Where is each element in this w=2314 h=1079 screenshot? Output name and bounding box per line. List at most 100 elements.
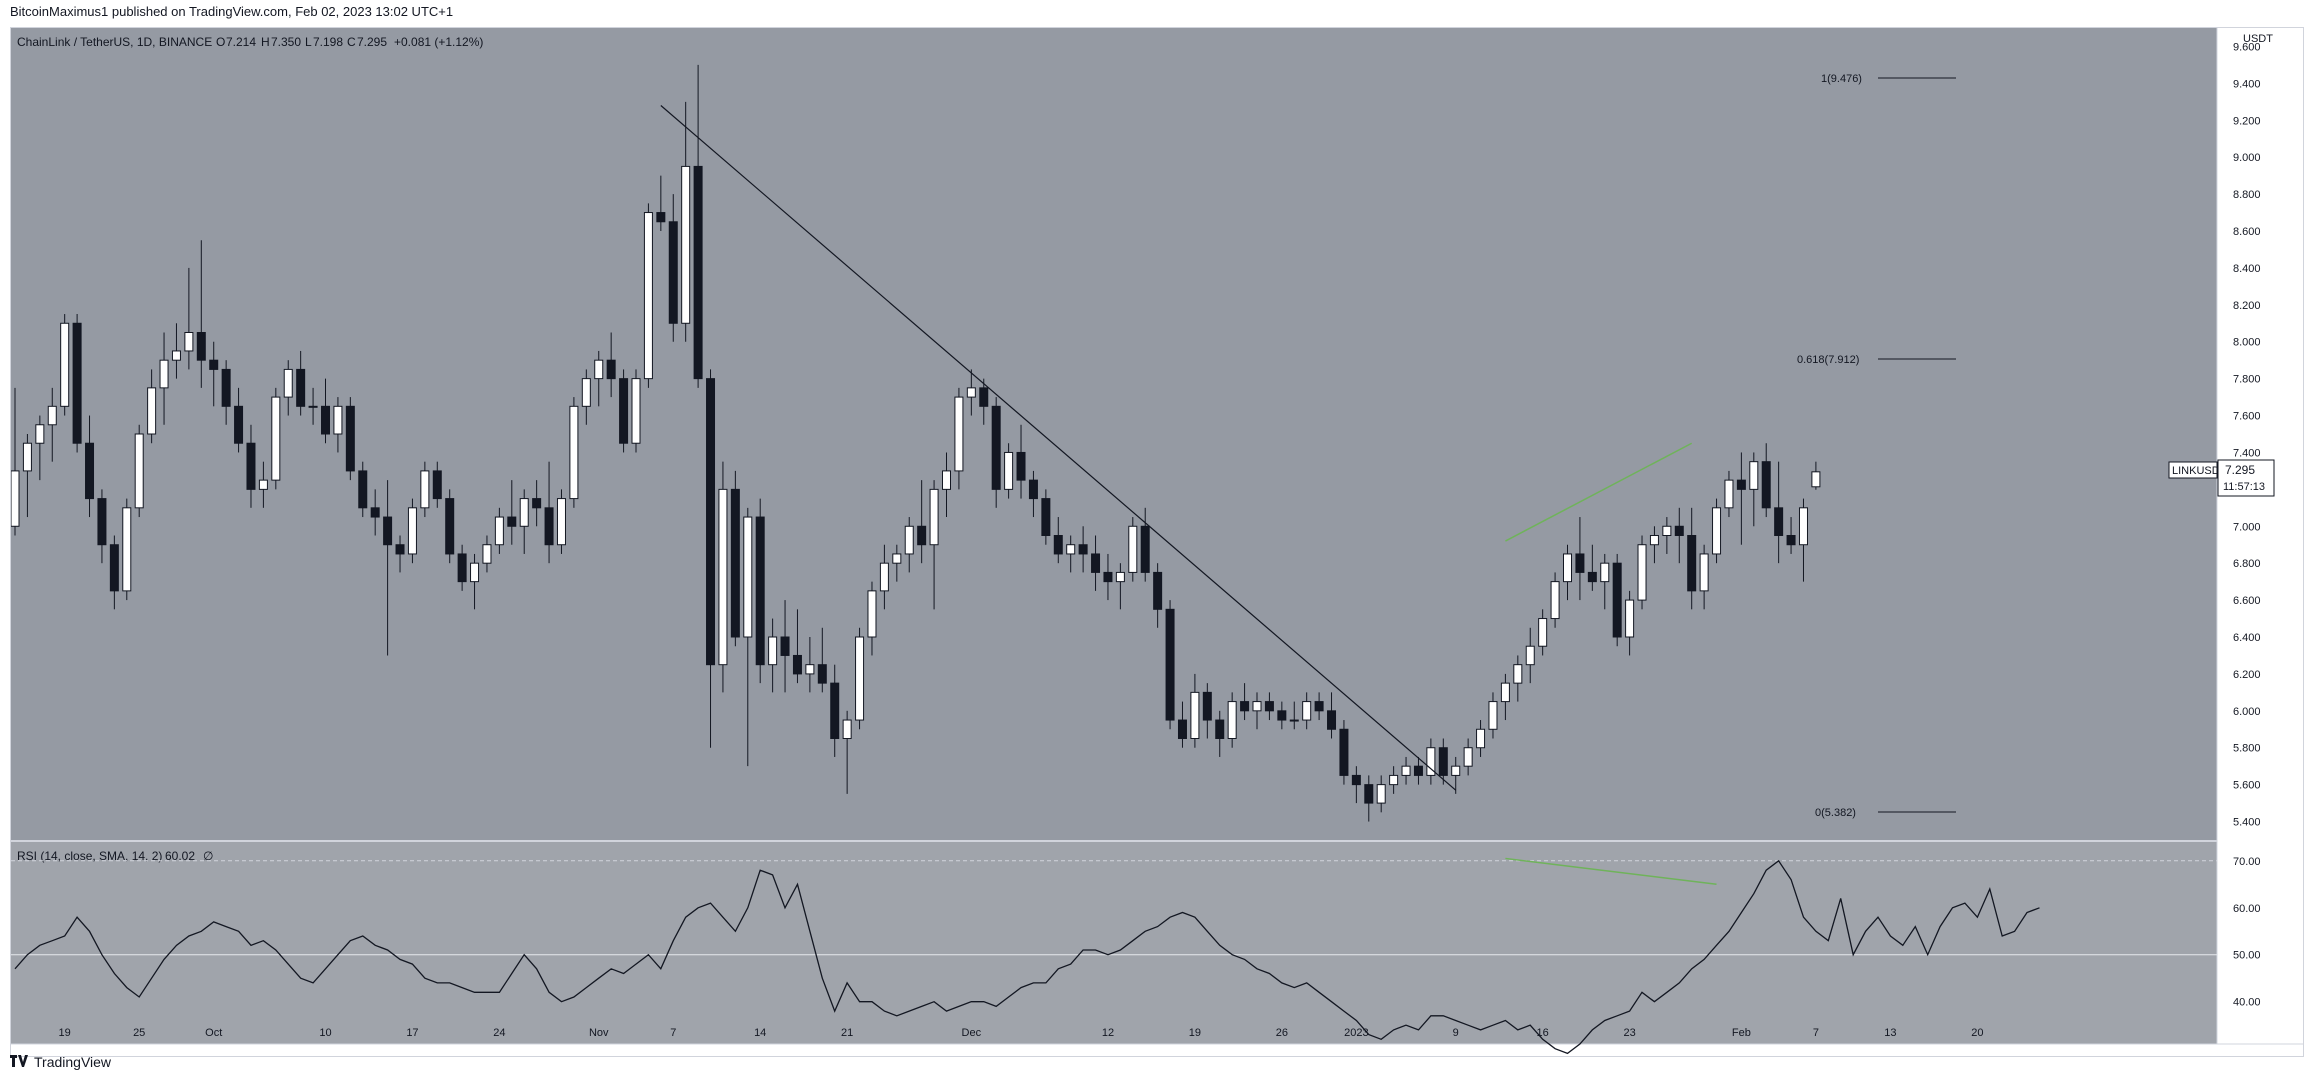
candle[interactable] [929,480,939,610]
candle[interactable] [780,600,790,693]
candle[interactable] [1786,517,1796,554]
candle[interactable] [1587,544,1597,591]
candle[interactable] [420,461,430,518]
candle[interactable] [668,194,678,342]
candle[interactable] [60,314,70,416]
candle[interactable] [1091,535,1101,591]
candle[interactable] [1041,489,1051,545]
candle[interactable] [22,434,32,518]
candle[interactable] [1376,775,1386,813]
candle[interactable] [221,360,231,425]
candle[interactable] [122,498,132,601]
candle[interactable] [1153,563,1163,628]
price-chart[interactable]: ChainLink / TetherUS, 1D, BINANCE O 7.21… [10,28,2303,1056]
candle[interactable] [308,387,318,425]
candle[interactable] [109,535,119,610]
candle[interactable] [730,470,740,647]
candle[interactable] [842,710,852,794]
candle[interactable] [855,627,865,730]
candle[interactable] [1215,710,1225,757]
candle[interactable] [383,480,393,656]
candle[interactable] [1550,572,1560,628]
candle[interactable] [743,507,753,767]
candle[interactable] [171,323,181,379]
candle[interactable] [1314,692,1324,721]
descending-trendline[interactable] [660,105,1457,791]
candle[interactable] [979,378,989,425]
candle[interactable] [395,535,405,573]
candle[interactable] [1190,673,1200,748]
candle[interactable] [569,397,579,508]
candle[interactable] [1327,692,1337,739]
candle[interactable] [10,387,20,536]
candle[interactable] [1525,627,1535,684]
candle[interactable] [147,369,157,444]
candle[interactable] [830,664,840,757]
candle[interactable] [1712,498,1722,564]
candle[interactable] [805,637,815,693]
candle[interactable] [1699,544,1709,610]
candle[interactable] [1140,507,1150,582]
candle[interactable] [1637,535,1647,610]
candle[interactable] [1724,470,1734,518]
candle[interactable] [1277,701,1287,730]
candle[interactable] [656,175,666,231]
candle[interactable] [942,452,951,518]
candle[interactable] [1513,655,1523,702]
candle[interactable] [1053,517,1063,564]
candle[interactable] [1662,517,1672,554]
candle[interactable] [35,415,45,481]
price-divergence-line[interactable] [1505,442,1693,542]
candle[interactable] [184,267,194,370]
candle[interactable] [370,489,380,536]
candle[interactable] [271,387,281,490]
candle[interactable] [1625,590,1635,656]
rsi-divergence-line[interactable] [1505,857,1717,886]
candle[interactable] [892,544,902,582]
candle[interactable] [718,461,728,693]
candle[interactable] [1302,692,1312,730]
candle[interactable] [1364,775,1374,822]
candle[interactable] [1177,701,1187,748]
candle[interactable] [768,618,778,693]
candle[interactable] [1351,766,1361,804]
rsi-line[interactable] [14,859,2040,1055]
candle[interactable] [519,489,529,554]
rsi-pane[interactable] [11,842,2217,1044]
candle[interactable] [1798,498,1808,582]
candle[interactable] [494,507,504,554]
candle[interactable] [594,350,604,407]
candle[interactable] [159,332,169,425]
candle[interactable] [1004,443,1014,499]
candle[interactable] [47,387,57,462]
candle[interactable] [209,341,219,407]
candle[interactable] [482,535,492,573]
candle[interactable] [581,369,591,425]
candle[interactable] [507,480,517,545]
candle[interactable] [1749,452,1759,527]
candle[interactable] [1252,692,1262,730]
candle[interactable] [1339,720,1349,785]
candle[interactable] [1538,609,1548,656]
candle[interactable] [1563,544,1572,601]
candle[interactable] [97,489,107,564]
candle[interactable] [296,350,306,416]
candle[interactable] [1227,692,1237,748]
candle[interactable] [879,544,889,610]
candle[interactable] [1463,738,1473,776]
rsi-legend-label[interactable]: RSI (14, close, SMA, 14, 2) [17,849,162,863]
candle[interactable] [1264,692,1274,721]
candle[interactable] [1612,553,1622,647]
candle[interactable] [1240,683,1250,721]
candle[interactable] [432,461,442,508]
candle[interactable] [532,480,542,527]
candle[interactable] [234,387,244,453]
candle[interactable] [904,517,914,573]
candle[interactable] [706,369,716,748]
candle[interactable] [619,369,629,453]
candle[interactable] [755,498,765,684]
candle[interactable] [1103,553,1113,601]
candle[interactable] [631,369,641,453]
candle[interactable] [1289,701,1299,730]
candle[interactable] [693,64,703,388]
